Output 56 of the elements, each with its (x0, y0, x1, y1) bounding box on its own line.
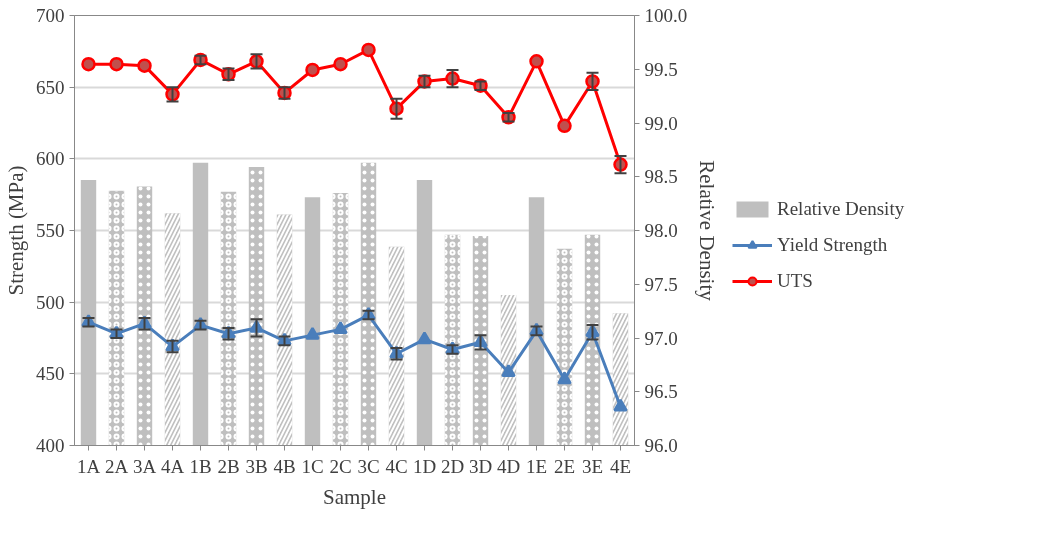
y2-tick-label: 99.5 (644, 58, 678, 80)
x-tick-label: 3D (468, 455, 493, 477)
y2-axis-title: Relative Density (695, 160, 720, 302)
x-tick-label: 1A (76, 455, 101, 477)
point (137, 58, 152, 73)
x-tick-label: 1E (525, 455, 548, 477)
point (501, 364, 516, 378)
x-tick-label: 4B (273, 455, 296, 477)
x-tick-label: 3C (357, 455, 380, 477)
point (81, 57, 96, 72)
y-tick-label: 550 (36, 220, 65, 241)
y-tick-label: 400 (36, 435, 65, 456)
y2-tick-label: 98.5 (644, 166, 678, 188)
y-tick-label: 650 (36, 76, 65, 98)
x-tick-label: 2D (440, 455, 465, 477)
point (305, 326, 320, 340)
y2-tick-label: 97.5 (644, 273, 678, 295)
x-tick-label: 4C (385, 455, 408, 477)
point (109, 57, 124, 72)
y-tick-label: 700 (36, 5, 65, 26)
point (361, 42, 376, 58)
point (529, 54, 544, 69)
y-tick-label: 500 (36, 291, 65, 313)
x-tick-label: 2A (104, 455, 129, 477)
y2-tick-label: 99.0 (644, 112, 678, 134)
point (613, 398, 628, 412)
y-tick-label: 600 (36, 148, 65, 170)
legend-label: Relative Density (777, 197, 905, 220)
y2-tick-label: 96.5 (644, 381, 678, 403)
x-tick-label: 2B (217, 455, 240, 477)
x-tick-label: 4A (160, 455, 185, 477)
point (333, 321, 348, 335)
legend-label: Yield Strength (777, 233, 888, 256)
x-tick-label: 4E (609, 455, 632, 477)
x-tick-label: 1D (412, 455, 437, 477)
y2-tick-label: 100.0 (644, 5, 688, 26)
x-tick-label: 4D (496, 455, 521, 477)
y2-tick-label: 98.0 (644, 220, 678, 241)
x-tick-label: 2C (329, 455, 352, 477)
x-tick-label: 3E (581, 455, 604, 477)
point (333, 57, 348, 72)
x-tick-label: 3B (245, 455, 268, 477)
y2-tick-label: 96.0 (644, 435, 678, 456)
y2-tick-label: 97.0 (644, 327, 678, 349)
y-axis-title: Strength (MPa) (4, 165, 28, 296)
x-tick-label: 3A (132, 455, 157, 477)
legend-label: UTS (777, 269, 813, 292)
point (417, 331, 432, 345)
point (557, 371, 572, 385)
x-axis-title: Sample (323, 484, 387, 509)
y-tick-label: 450 (36, 363, 65, 385)
x-tick-label: 1C (301, 455, 324, 477)
x-tick-label: 1B (189, 455, 212, 477)
point (305, 62, 320, 78)
x-tick-label: 2E (553, 455, 576, 477)
point (557, 118, 572, 134)
